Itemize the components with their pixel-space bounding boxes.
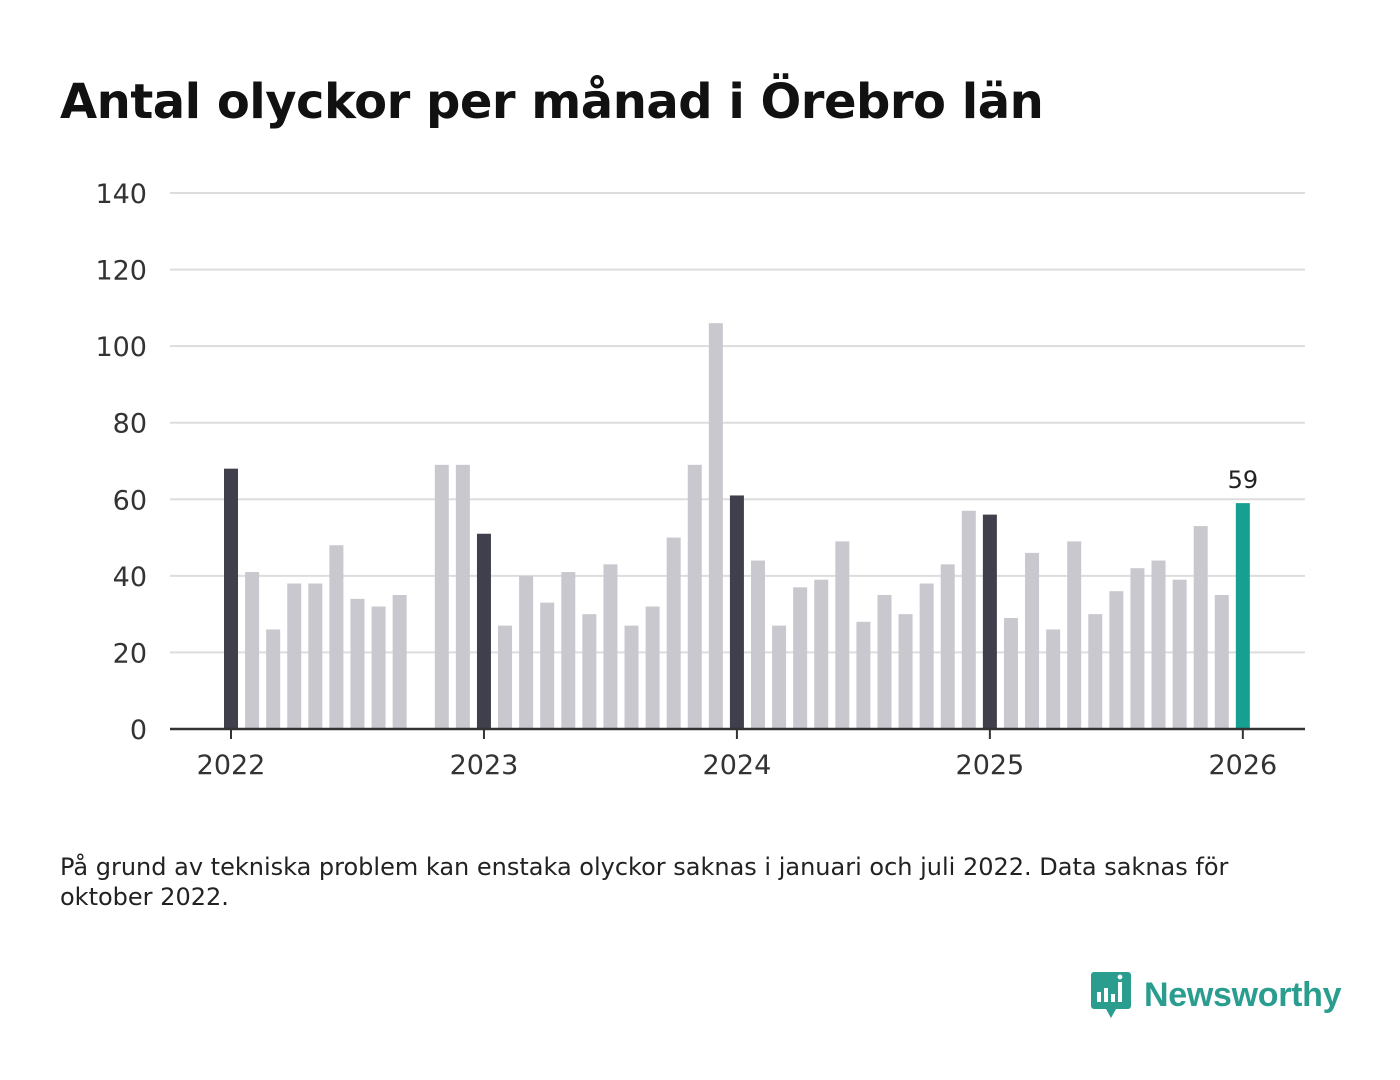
bar-2022-02 xyxy=(245,572,260,729)
bar-2022-09 xyxy=(392,595,407,729)
bar-2025-08 xyxy=(1130,568,1145,729)
bar-2025-12 xyxy=(1214,595,1229,729)
bar-2026-01 xyxy=(1235,503,1250,729)
bar-2022-11 xyxy=(434,464,449,729)
x-tick-label: 2024 xyxy=(703,750,772,781)
bar-2025-07 xyxy=(1109,591,1124,729)
footnote: På grund av tekniska problem kan enstaka… xyxy=(60,853,1229,911)
x-axis-ticks: 2022 2023 2024 2025 2026 xyxy=(197,729,1277,781)
bar-2022-06 xyxy=(329,545,344,729)
bar-2022-07 xyxy=(350,598,365,729)
bar-2023-07 xyxy=(603,564,618,729)
bar-2022-08 xyxy=(371,606,386,729)
bar-2024-04 xyxy=(793,587,808,729)
bar-2023-02 xyxy=(498,625,513,729)
latest-value-label: 59 xyxy=(1228,466,1259,494)
bar-2025-01 xyxy=(982,514,997,729)
y-tick-label: 20 xyxy=(113,638,147,669)
bars xyxy=(224,323,1250,729)
y-tick-label: 60 xyxy=(113,485,147,516)
bar-2024-09 xyxy=(898,614,913,729)
y-tick-label: 120 xyxy=(95,256,147,287)
x-tick-label: 2023 xyxy=(450,750,519,781)
x-tick-label: 2022 xyxy=(197,750,266,781)
bar-2024-10 xyxy=(919,583,934,729)
bar-2022-05 xyxy=(308,583,323,729)
y-tick-label: 140 xyxy=(95,179,147,210)
bar-2022-04 xyxy=(287,583,302,729)
bar-2023-04 xyxy=(540,602,555,729)
bar-2023-12 xyxy=(708,323,723,729)
brand-name: Newsworthy xyxy=(1144,975,1342,1014)
y-tick-label: 0 xyxy=(130,715,147,746)
x-tick-label: 2026 xyxy=(1208,750,1277,781)
bar-2025-06 xyxy=(1088,614,1103,729)
bar-2022-12 xyxy=(455,464,470,729)
bar-2024-07 xyxy=(856,621,871,729)
bar-2025-05 xyxy=(1067,541,1082,729)
bar-2023-11 xyxy=(687,464,702,729)
bar-labels: 59 xyxy=(1228,466,1259,494)
bar-2023-05 xyxy=(561,572,576,729)
bar-2022-01 xyxy=(224,468,238,729)
bar-2025-10 xyxy=(1172,579,1187,729)
newsworthy-logo-icon xyxy=(1091,972,1131,1018)
bar-2023-10 xyxy=(666,537,681,729)
bar-2024-05 xyxy=(814,579,829,729)
bar-2023-08 xyxy=(624,625,639,729)
bar-2025-04 xyxy=(1046,629,1061,729)
bar-2024-01 xyxy=(729,495,744,729)
bar-2023-01 xyxy=(476,533,491,729)
bar-2024-03 xyxy=(772,625,787,729)
chart-title: Antal olyckor per månad i Örebro län xyxy=(60,74,1044,130)
bar-2023-09 xyxy=(645,606,660,729)
bar-2024-11 xyxy=(940,564,955,729)
bar-2025-09 xyxy=(1151,560,1166,729)
bar-2024-08 xyxy=(877,595,892,729)
y-axis-ticks: 0 20 40 60 80 100 120 140 xyxy=(95,179,147,746)
y-tick-label: 40 xyxy=(113,562,147,593)
bar-2025-02 xyxy=(1003,617,1018,729)
bar-2023-03 xyxy=(519,575,534,729)
bar-2024-12 xyxy=(961,510,976,729)
bar-2023-06 xyxy=(582,614,597,729)
y-tick-label: 100 xyxy=(95,332,147,363)
bar-2024-02 xyxy=(751,560,765,729)
bar-2024-06 xyxy=(835,541,850,729)
bar-2022-03 xyxy=(266,629,281,729)
bar-2025-03 xyxy=(1025,552,1040,729)
x-tick-label: 2025 xyxy=(956,750,1025,781)
brand-logo[interactable]: Newsworthy xyxy=(1090,970,1342,1020)
y-tick-label: 80 xyxy=(113,409,147,440)
bar-2025-11 xyxy=(1193,526,1208,729)
